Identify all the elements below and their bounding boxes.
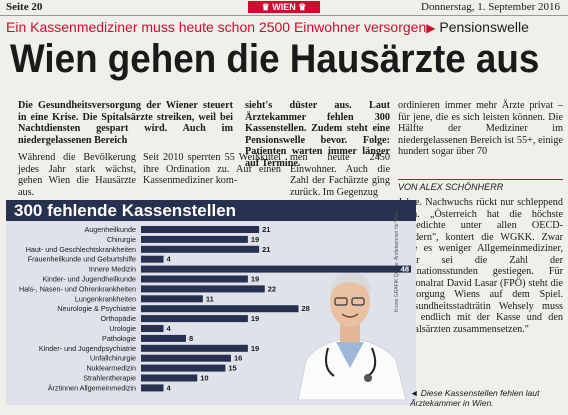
lead-paragraph-2: sieht's düster aus. Laut Ärztekammer feh…	[245, 100, 390, 169]
kicker: Ein Kassenmediziner muss heute schon 250…	[6, 19, 529, 35]
value-label: 19	[251, 275, 259, 284]
category-label: Pathologie	[102, 334, 136, 343]
headline: Wien gehen die Hausärzte aus	[10, 37, 540, 81]
category-label: Kinder- und Jugendheilkunde	[42, 275, 136, 284]
bar	[141, 245, 260, 253]
bar	[141, 285, 265, 293]
issue-date: Donnerstag, 1. September 2016	[421, 1, 560, 13]
bar	[141, 265, 411, 273]
bar	[141, 364, 226, 372]
kicker-secondary: Pensionswelle	[439, 19, 529, 35]
category-label: Orthopädie	[100, 314, 136, 323]
header-divider	[0, 15, 568, 16]
bar	[141, 325, 164, 332]
bar	[141, 305, 299, 313]
value-label: 19	[251, 235, 259, 244]
value-label: 22	[268, 284, 276, 293]
value-label: 19	[251, 314, 259, 323]
category-label: Innere Medizin	[89, 265, 136, 274]
bar	[141, 374, 198, 382]
value-label: 48	[401, 265, 409, 274]
bar	[141, 295, 203, 303]
bar	[141, 384, 164, 392]
bar	[141, 226, 260, 233]
category-label: Lungenkrankheiten	[75, 294, 136, 303]
byline: VON ALEX SCHÖNHERR	[398, 179, 563, 192]
chart-caption: ◄ Diese Kassenstellen fehlen laut Ärztek…	[410, 388, 540, 408]
category-label: Chirurgie	[107, 235, 136, 244]
value-label: 28	[302, 304, 310, 313]
category-label: Unfallchirurgie	[90, 354, 136, 363]
value-label: 4	[167, 324, 172, 333]
category-label: Augenheilkunde	[84, 225, 136, 234]
bar	[141, 334, 186, 342]
bar	[141, 275, 248, 283]
body-column-2: Seit 2010 sperrten 55 Weißkittel ihre Or…	[143, 152, 281, 186]
category-label: Hals-, Nasen- und Ohrenkrankheiten	[19, 284, 136, 293]
kicker-main: Ein Kassenmediziner muss heute schon 250…	[6, 19, 427, 35]
value-label: 21	[262, 225, 270, 234]
body-column-4-bottom: Jahre. Nachwuchs rückt nur schleppend na…	[398, 197, 563, 335]
bar	[141, 354, 231, 362]
category-label: Neurologie & Psychiatrie	[57, 304, 136, 313]
bar	[141, 315, 248, 323]
value-label: 4	[167, 255, 172, 264]
category-label: Haut- und Geschlechtskrankheiten	[26, 245, 136, 254]
category-label: Kinder- und Jugendpsychiatrie	[39, 344, 136, 353]
doctor-photo	[288, 250, 413, 400]
category-label: Urologie	[109, 324, 136, 333]
bar	[141, 235, 248, 243]
triangle-icon: ▶	[426, 21, 436, 35]
lead-paragraph-1: Die Gesundheitsversorgung der Wiener ste…	[18, 100, 233, 146]
value-label: 16	[234, 354, 242, 363]
section-tag: ♛ WIEN ♛	[248, 1, 320, 13]
bar-chart: Augenheilkunde 21 Chirurgie 19 Haut- und Ges…	[19, 225, 411, 392]
body-column-1: Während die Bevölkerung jedes Jahr stark…	[18, 152, 136, 198]
bar	[141, 255, 164, 263]
chart-title: 300 fehlende Kassenstellen	[10, 201, 241, 221]
category-label: Strahlentherapie	[83, 374, 136, 383]
bar	[141, 344, 248, 352]
page-number: Seite 20	[6, 1, 43, 13]
value-label: 21	[262, 245, 270, 254]
value-label: 15	[228, 364, 236, 373]
category-label: Frauenheilkunde und Geburtshilfe	[28, 255, 136, 264]
value-label: 8	[189, 334, 193, 343]
value-label: 10	[200, 374, 208, 383]
body-column-4-top: ordinieren immer mehr Ärzte privat – für…	[398, 100, 563, 157]
value-label: 11	[206, 294, 214, 303]
category-label: Nuklearmedizin	[86, 364, 136, 373]
body-column-3: men heute 2450 Einwohner. Auch die Zahl …	[290, 152, 390, 198]
section-label: WIEN	[272, 2, 296, 12]
value-label: 19	[251, 344, 259, 353]
category-label: Ärztinnen Allgemeinmedizin	[48, 383, 136, 392]
value-label: 4	[167, 383, 172, 392]
